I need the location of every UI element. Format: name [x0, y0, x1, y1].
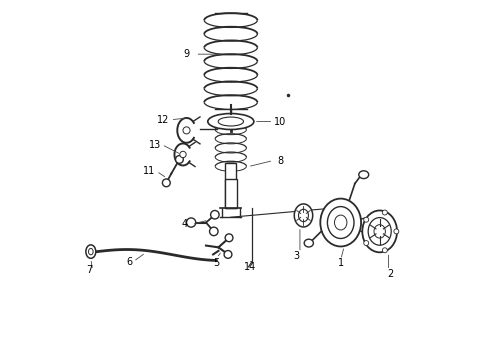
- Ellipse shape: [335, 215, 347, 230]
- Circle shape: [210, 227, 218, 236]
- Text: 6: 6: [127, 257, 133, 266]
- Text: 5: 5: [214, 258, 220, 268]
- Text: 3: 3: [294, 251, 299, 261]
- Circle shape: [187, 218, 196, 227]
- Text: 10: 10: [274, 117, 287, 126]
- Text: 8: 8: [277, 156, 284, 166]
- Circle shape: [183, 127, 190, 134]
- Circle shape: [211, 211, 219, 219]
- Text: 9: 9: [183, 49, 190, 59]
- Text: 7: 7: [86, 265, 92, 275]
- Ellipse shape: [294, 204, 313, 227]
- Text: 13: 13: [148, 140, 161, 149]
- Ellipse shape: [304, 239, 314, 247]
- Circle shape: [394, 229, 399, 234]
- FancyBboxPatch shape: [225, 163, 237, 208]
- Circle shape: [224, 251, 232, 258]
- Ellipse shape: [208, 113, 254, 130]
- Text: 11: 11: [143, 166, 155, 176]
- Text: 2: 2: [387, 269, 393, 279]
- Text: 14: 14: [244, 262, 256, 272]
- Text: 1: 1: [338, 258, 344, 268]
- Text: 12: 12: [157, 115, 170, 125]
- Ellipse shape: [298, 209, 308, 222]
- Ellipse shape: [320, 199, 361, 247]
- FancyBboxPatch shape: [224, 179, 237, 208]
- Circle shape: [225, 234, 233, 242]
- Ellipse shape: [368, 217, 391, 245]
- Ellipse shape: [218, 117, 244, 126]
- Circle shape: [382, 248, 387, 253]
- Ellipse shape: [359, 171, 368, 179]
- Text: 4: 4: [182, 219, 188, 229]
- Ellipse shape: [89, 248, 93, 255]
- Ellipse shape: [86, 245, 96, 258]
- Circle shape: [180, 151, 186, 158]
- Circle shape: [364, 240, 368, 246]
- Circle shape: [162, 179, 170, 187]
- Ellipse shape: [374, 225, 385, 238]
- Circle shape: [382, 210, 387, 215]
- Ellipse shape: [327, 207, 354, 238]
- Ellipse shape: [362, 211, 397, 252]
- Circle shape: [364, 217, 368, 222]
- Circle shape: [175, 156, 183, 163]
